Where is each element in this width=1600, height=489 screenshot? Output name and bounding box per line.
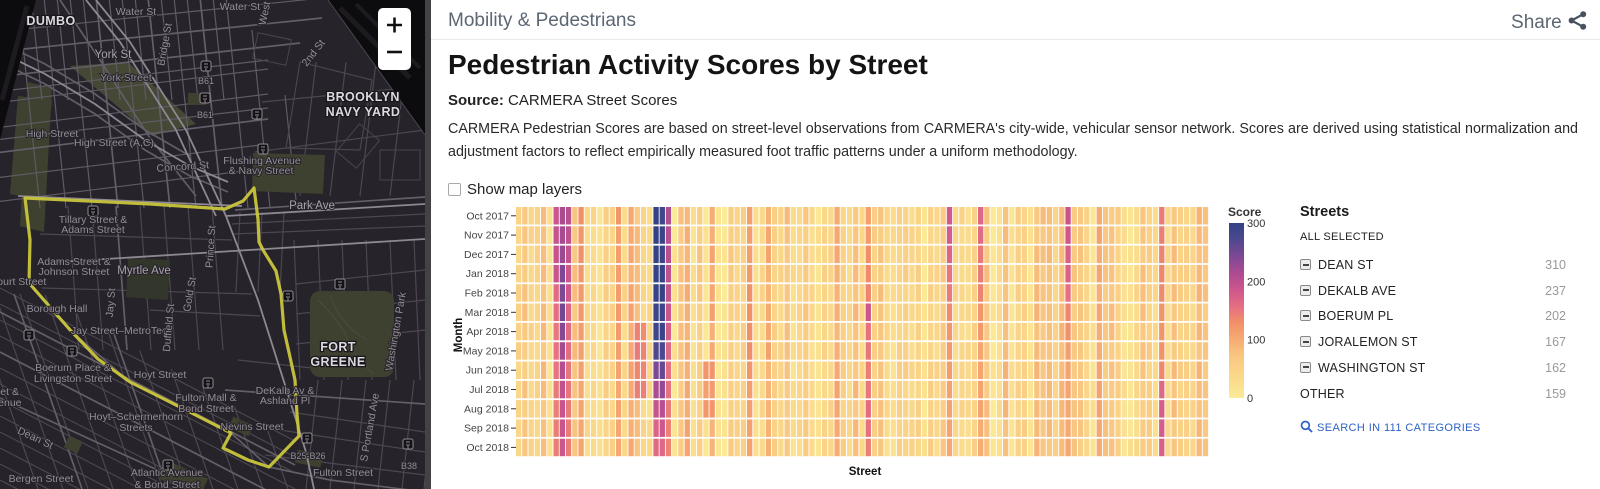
svg-text:Score: Score xyxy=(1228,205,1262,219)
svg-text:Streets: Streets xyxy=(119,422,152,434)
svg-text:& Navy Street: & Navy Street xyxy=(229,165,294,177)
svg-text:Hoyt Street: Hoyt Street xyxy=(134,369,187,381)
svg-text:Concord St: Concord St xyxy=(156,159,209,175)
svg-text:Street &: Street & xyxy=(0,386,19,398)
svg-text:Borough Hall: Borough Hall xyxy=(27,303,88,315)
svg-text:B61: B61 xyxy=(198,76,214,86)
svg-text:Jay Street–MetroTech: Jay Street–MetroTech xyxy=(71,325,173,337)
svg-text:B61: B61 xyxy=(197,110,213,120)
svg-text:York Street: York Street xyxy=(100,72,152,84)
svg-text:DeKalb Av &: DeKalb Av & xyxy=(256,385,315,397)
svg-text:May 2018: May 2018 xyxy=(463,345,509,357)
svg-text:Dec 2017: Dec 2017 xyxy=(464,249,509,261)
svg-text:Month: Month xyxy=(453,318,465,352)
svg-text:Feb 2018: Feb 2018 xyxy=(465,288,510,300)
svg-text:York St: York St xyxy=(95,49,132,61)
svg-text:Court Street: Court Street xyxy=(0,276,46,288)
svg-text:Aug 2018: Aug 2018 xyxy=(464,403,509,415)
svg-text:Water St: Water St xyxy=(220,1,261,13)
svg-text:Oct 2018: Oct 2018 xyxy=(466,442,509,454)
svg-text:100: 100 xyxy=(1247,335,1265,347)
svg-text:Prince St: Prince St xyxy=(204,225,219,268)
svg-text:Jan 2018: Jan 2018 xyxy=(466,268,509,280)
svg-text:Myrtle Ave: Myrtle Ave xyxy=(117,265,170,277)
svg-text:BROOKLYN: BROOKLYN xyxy=(326,90,400,104)
svg-text:0: 0 xyxy=(1247,393,1253,405)
svg-text:Park Ave: Park Ave xyxy=(289,200,335,212)
svg-text:NAVY YARD: NAVY YARD xyxy=(326,105,401,119)
svg-text:Jul 2018: Jul 2018 xyxy=(469,384,509,396)
svg-text:200: 200 xyxy=(1247,276,1265,288)
svg-text:Adams Street: Adams Street xyxy=(61,224,125,236)
svg-text:Fulton Street: Fulton Street xyxy=(313,467,373,479)
svg-text:FORT: FORT xyxy=(320,340,356,354)
svg-text:B38: B38 xyxy=(401,461,417,471)
svg-text:Duffield St: Duffield St xyxy=(161,303,177,352)
svg-text:High Street: High Street xyxy=(26,128,79,140)
svg-text:Water St: Water St xyxy=(116,6,157,18)
svg-text:& Bond Street: & Bond Street xyxy=(134,479,199,489)
svg-text:Jay St: Jay St xyxy=(104,288,119,318)
svg-text:Livingston Street: Livingston Street xyxy=(34,373,112,385)
svg-text:Bergen Street: Bergen Street xyxy=(9,473,74,485)
svg-text:Boerum Place &: Boerum Place & xyxy=(35,362,111,374)
svg-text:Hoyt–Schermerhorn: Hoyt–Schermerhorn xyxy=(89,411,183,423)
svg-text:GREENE: GREENE xyxy=(310,355,365,369)
svg-text:DUMBO: DUMBO xyxy=(26,14,75,28)
svg-text:Jun 2018: Jun 2018 xyxy=(466,365,509,377)
svg-text:Street: Street xyxy=(849,466,882,478)
svg-text:Tillary Street &: Tillary Street & xyxy=(59,214,127,226)
svg-text:Apr 2018: Apr 2018 xyxy=(466,326,509,338)
svg-text:Adams Street &: Adams Street & xyxy=(37,256,111,268)
svg-text:Fulton Mall &: Fulton Mall & xyxy=(175,392,236,404)
svg-text:Nov 2017: Nov 2017 xyxy=(464,230,509,242)
svg-text:Flushing Avenue: Flushing Avenue xyxy=(223,155,301,167)
svg-text:300: 300 xyxy=(1247,218,1265,230)
svg-text:Atlantic Avenue: Atlantic Avenue xyxy=(131,467,203,479)
svg-text:Sep 2018: Sep 2018 xyxy=(464,423,509,435)
svg-text:Nevins Street: Nevins Street xyxy=(220,421,283,433)
svg-text:Bond Street: Bond Street xyxy=(178,403,234,415)
svg-text:Johnson Street: Johnson Street xyxy=(39,266,110,278)
svg-text:B25-B26: B25-B26 xyxy=(290,451,325,461)
svg-text:c Avenue: c Avenue xyxy=(0,397,22,409)
svg-text:Mar 2018: Mar 2018 xyxy=(465,307,510,319)
svg-text:Ashland Pl: Ashland Pl xyxy=(260,395,310,407)
svg-text:Oct 2017: Oct 2017 xyxy=(466,210,509,222)
svg-text:High Street (A,C): High Street (A,C) xyxy=(74,137,154,149)
